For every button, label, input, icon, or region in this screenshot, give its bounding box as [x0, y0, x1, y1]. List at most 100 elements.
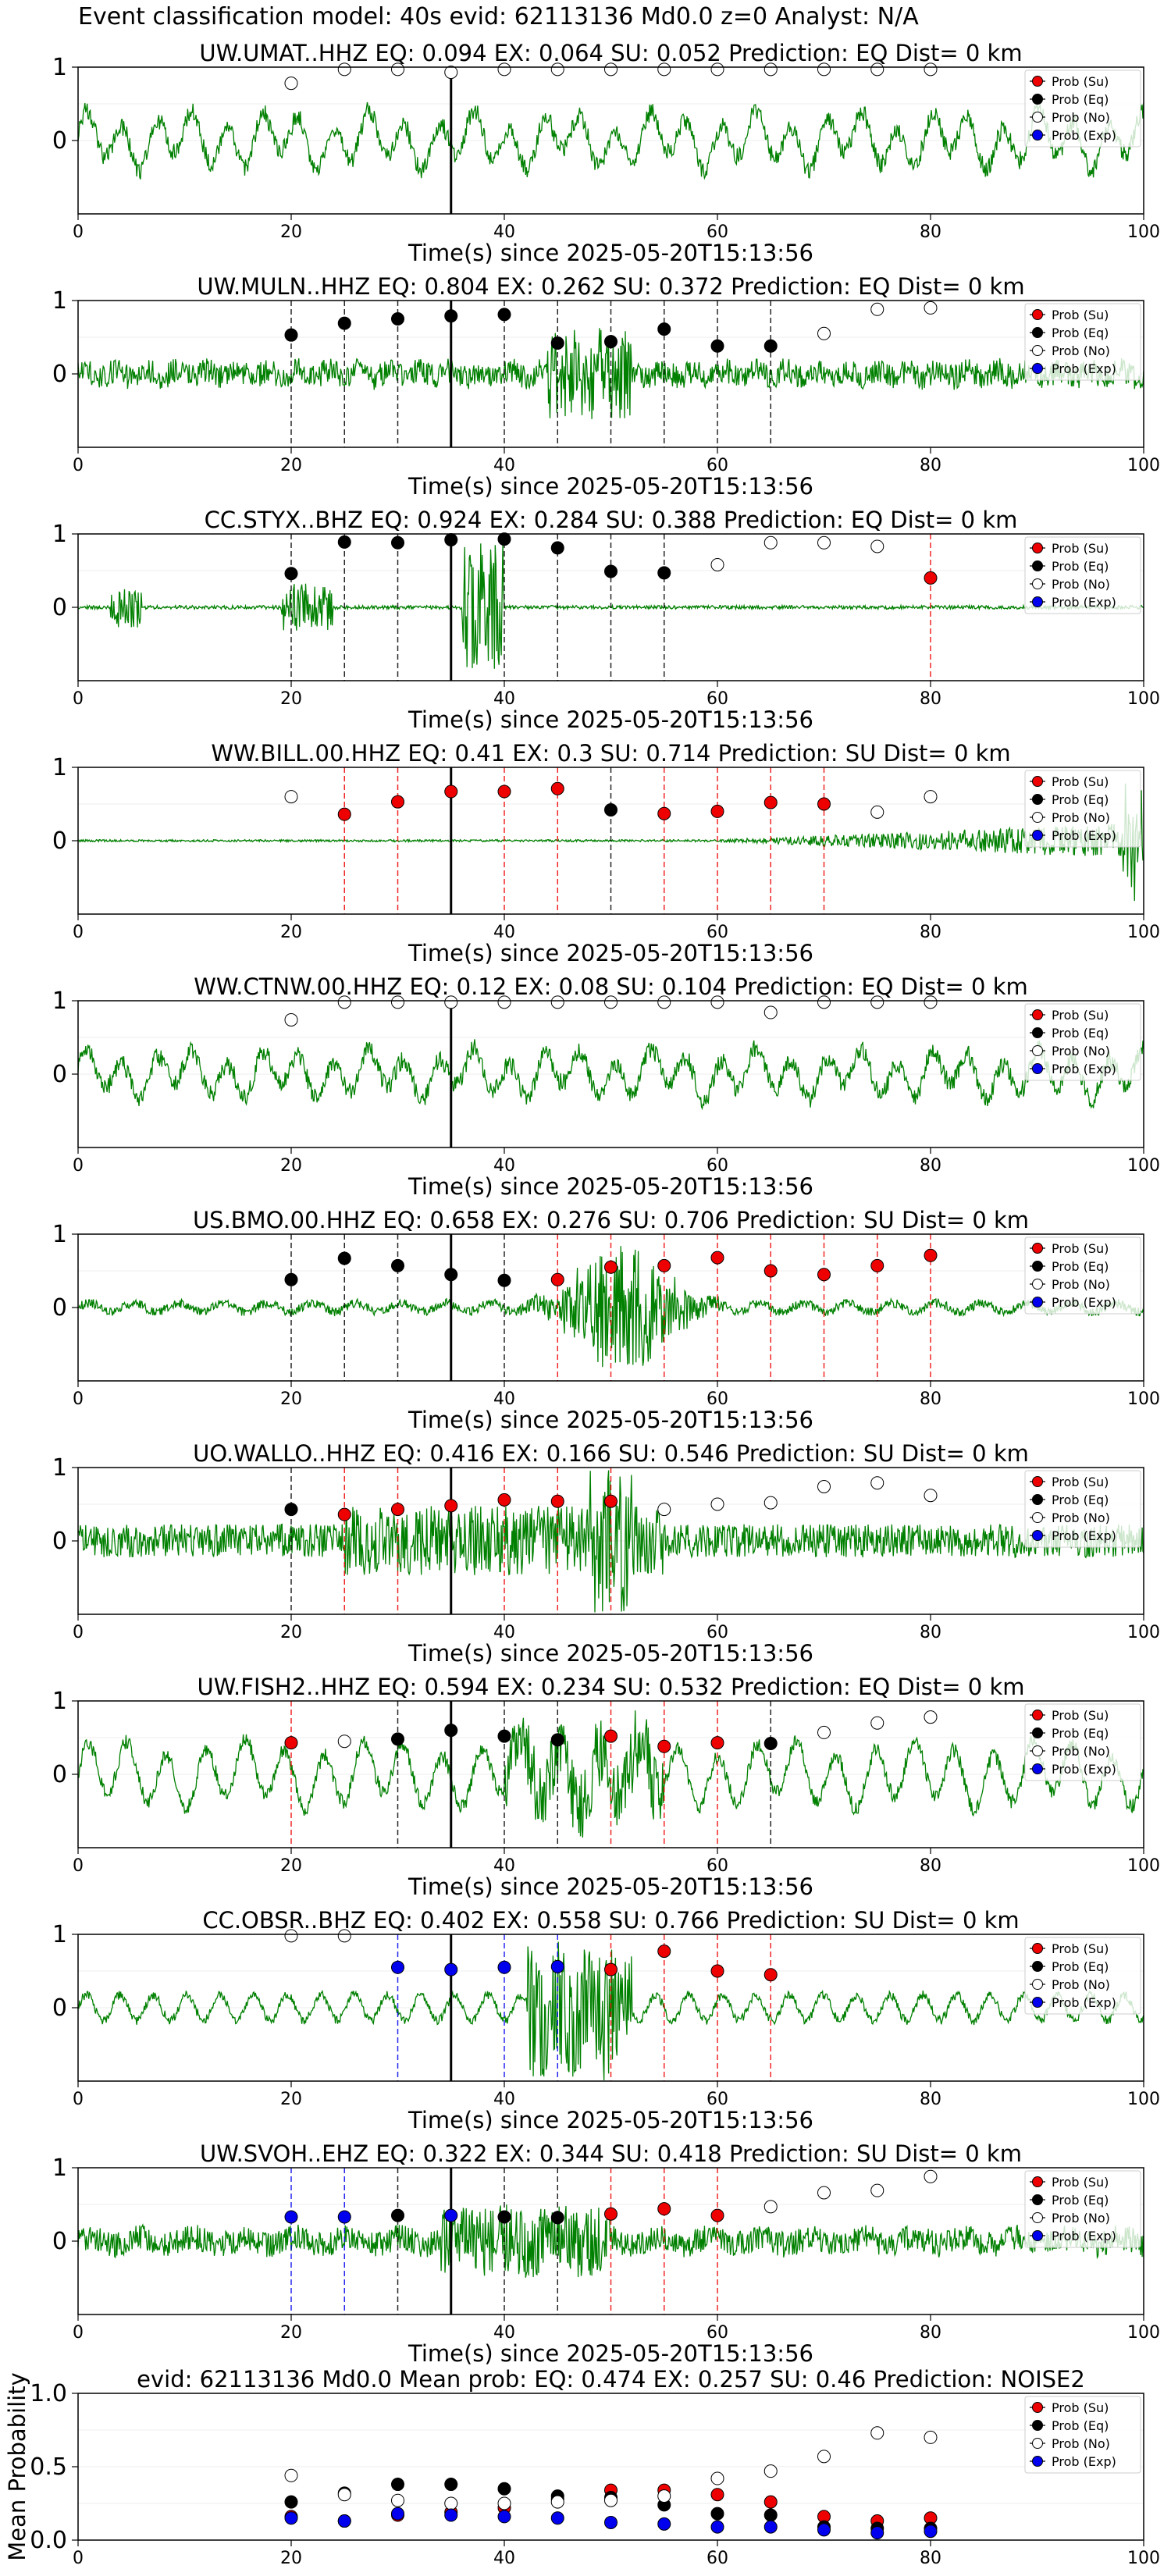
mean-point-exp	[604, 2515, 618, 2529]
x-axis-label: Time(s) since 2025-05-20T15:13:56	[408, 1873, 813, 1900]
legend-label: Prob (No)	[1052, 1044, 1110, 1059]
probability-point-su	[550, 1494, 564, 1508]
probability-point-su	[497, 785, 511, 799]
mean-point-no	[550, 2495, 564, 2509]
probability-point-eq	[497, 1273, 511, 1287]
x-tick-label: 0	[73, 689, 84, 709]
legend-label: Prob (Su)	[1052, 1008, 1109, 1023]
legend-label: Prob (Eq)	[1052, 2193, 1109, 2208]
probability-point-su	[444, 1499, 458, 1513]
x-tick-label: 20	[280, 222, 302, 242]
legend-label: Prob (Eq)	[1052, 1726, 1109, 1741]
probability-point-no	[763, 1496, 778, 1510]
probability-point-no	[337, 1929, 351, 1943]
x-tick-label: 60	[707, 222, 728, 242]
legend-label: Prob (Su)	[1052, 1241, 1109, 1256]
probability-point-su	[391, 795, 404, 809]
legend-label: Prob (Eq)	[1052, 1493, 1109, 1507]
probability-point-eq	[284, 328, 298, 342]
mean-point-exp	[337, 2514, 351, 2528]
legend-label: Prob (No)	[1052, 1977, 1110, 1992]
probability-point-eq	[497, 2210, 511, 2224]
probability-point-su	[817, 797, 831, 811]
legend-marker-no	[1032, 112, 1043, 123]
legend-marker-eq	[1032, 2194, 1043, 2205]
probability-point-eq	[391, 1258, 404, 1272]
x-tick-label: 60	[707, 1623, 728, 1642]
waveform-trace	[77, 1039, 1144, 1111]
y-tick-label: 0	[52, 127, 67, 155]
legend-label: Prob (Exp)	[1052, 1528, 1116, 1543]
legend-box	[1024, 1003, 1141, 1081]
legend-marker-eq	[1032, 327, 1043, 338]
y-tick-label: 1	[52, 1221, 67, 1248]
legend-marker-su	[1032, 1243, 1043, 1254]
probability-point-no	[763, 1005, 778, 1019]
y-tick-label: 0	[52, 1294, 67, 1322]
probability-point-su	[710, 1736, 724, 1750]
probability-point-no	[337, 1735, 351, 1749]
x-tick-label: 0	[73, 1389, 84, 1409]
legend-marker-eq	[1032, 1727, 1043, 1738]
probability-point-su	[337, 1507, 351, 1521]
probability-point-eq	[497, 308, 511, 322]
probability-point-no	[870, 2183, 884, 2197]
probability-point-su	[657, 806, 671, 820]
probability-point-no	[550, 995, 564, 1009]
probability-point-eq	[284, 567, 298, 581]
legend-label: Prob (No)	[1052, 810, 1110, 825]
probability-point-eq	[444, 533, 458, 547]
legend-box	[1024, 770, 1141, 848]
legend-marker-no	[1032, 345, 1043, 356]
probability-point-su	[763, 1264, 778, 1278]
probability-point-no	[924, 995, 938, 1009]
x-tick-label: 0	[73, 1156, 84, 1176]
x-tick-label: 100	[1127, 1856, 1160, 1876]
legend-marker-exp	[1032, 2456, 1043, 2467]
legend-marker-exp	[1032, 1763, 1043, 1774]
probability-point-exp	[444, 1962, 458, 1976]
probability-point-no	[817, 1479, 831, 1493]
probability-point-su	[817, 1268, 831, 1282]
x-tick-label: 20	[280, 1389, 302, 1409]
x-tick-label: 0	[73, 2549, 84, 2568]
y-tick-label: 1	[52, 54, 67, 81]
legend-box	[1024, 303, 1141, 381]
legend-marker-eq	[1032, 2420, 1043, 2431]
legend-marker-su	[1032, 776, 1043, 787]
x-axis-label: Time(s) since 2025-05-20T15:13:56	[408, 2107, 813, 2133]
x-tick-label: 40	[493, 1389, 515, 1409]
legend-box	[1024, 1937, 1141, 2015]
legend: Prob (Su) Prob (Eq) Prob (No) Prob (Exp)	[1024, 69, 1141, 148]
legend-label: Prob (Su)	[1052, 308, 1109, 322]
probability-point-no	[924, 1489, 938, 1503]
figure-title: Event classification model: 40s evid: 62…	[78, 3, 919, 30]
legend-label: Prob (Eq)	[1052, 326, 1109, 340]
x-tick-label: 80	[920, 1623, 941, 1642]
x-tick-label: 0	[73, 222, 84, 242]
legend-label: Prob (No)	[1052, 2211, 1110, 2226]
y-tick-label: 0	[52, 1994, 67, 2022]
panel-title: CC.STYX..BHZ EQ: 0.924 EX: 0.284 SU: 0.3…	[205, 507, 1018, 533]
probability-point-no	[710, 1497, 724, 1511]
probability-point-no	[870, 805, 884, 819]
probability-point-exp	[550, 1959, 564, 1973]
x-tick-label: 0	[73, 456, 84, 475]
x-tick-label: 20	[280, 2323, 302, 2343]
y-axis-label: Mean Probability	[4, 2372, 30, 2561]
legend-marker-exp	[1032, 2230, 1043, 2241]
probability-point-su	[710, 2208, 724, 2222]
probability-point-eq	[391, 2208, 404, 2222]
y-tick-label: 0	[52, 361, 67, 388]
probability-point-eq	[550, 2211, 564, 2225]
mean-point-exp	[444, 2508, 458, 2522]
legend-marker-su	[1032, 309, 1043, 320]
probability-point-no	[817, 995, 831, 1009]
x-tick-label: 80	[920, 456, 941, 475]
probability-point-su	[924, 1248, 938, 1262]
legend-marker-eq	[1032, 94, 1043, 105]
mean-point-exp	[391, 2507, 404, 2521]
mean-point-su	[710, 2488, 724, 2502]
probability-point-su	[604, 1729, 618, 1743]
legend: Prob (Su) Prob (Eq) Prob (No) Prob (Exp)	[1024, 2396, 1141, 2474]
